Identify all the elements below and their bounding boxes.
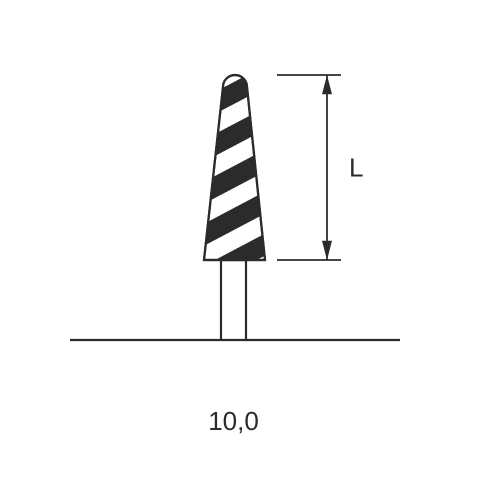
bur-diagram: L 10,0	[0, 0, 504, 504]
dimension-L: L	[277, 75, 363, 260]
dimension-label: L	[349, 153, 363, 183]
value-label: 10,0	[208, 406, 259, 436]
shank	[221, 260, 246, 340]
